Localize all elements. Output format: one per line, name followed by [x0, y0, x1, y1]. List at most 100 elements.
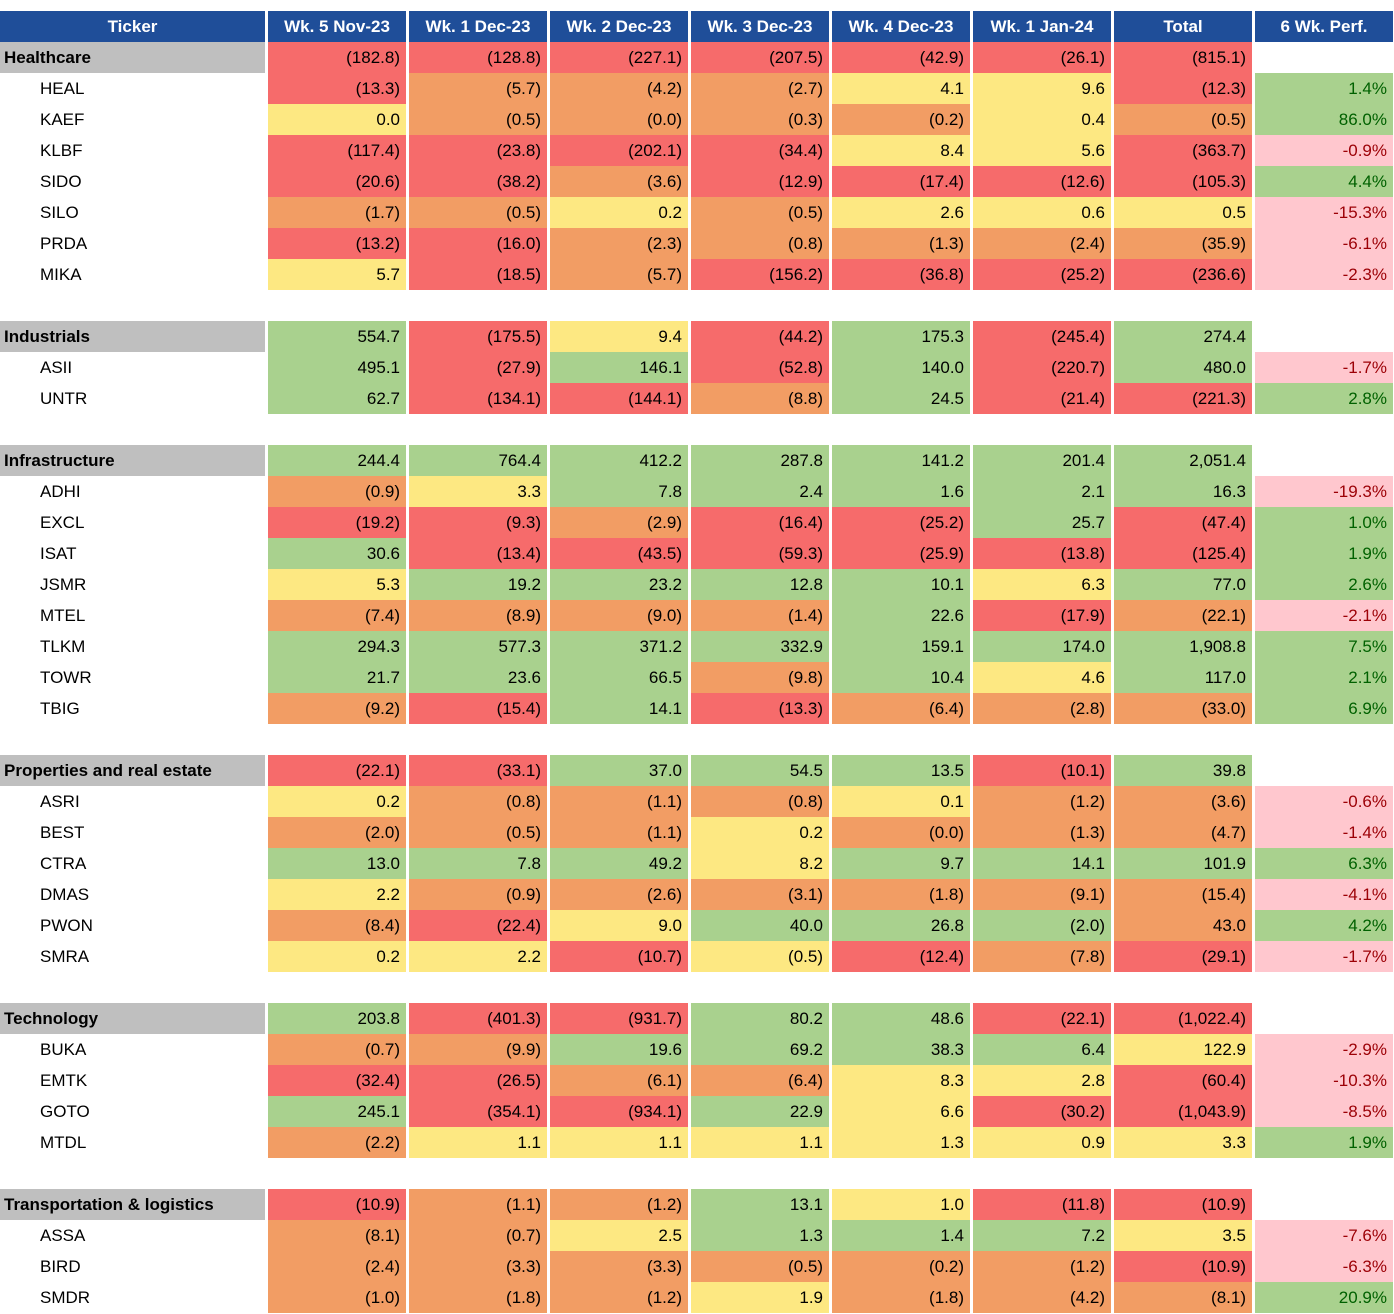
sector-value: (1.1) — [409, 1189, 547, 1220]
ticker-value: 1.1 — [691, 1127, 829, 1158]
ticker-name: PRDA — [0, 228, 265, 259]
empty-cell — [1255, 755, 1393, 786]
sector-value: 9.4 — [550, 321, 688, 352]
sector-name: Properties and real estate — [0, 755, 265, 786]
ticker-value: (0.8) — [691, 786, 829, 817]
ticker-value: 174.0 — [973, 631, 1111, 662]
header-cell: Wk. 4 Dec-23 — [832, 11, 970, 42]
sector-value: 141.2 — [832, 445, 970, 476]
spacer-row — [0, 290, 1394, 321]
sector-value: 175.3 — [832, 321, 970, 352]
ticker-value: (2.8) — [973, 693, 1111, 724]
ticker-value: (13.3) — [691, 693, 829, 724]
ticker-value: 1.1 — [409, 1127, 547, 1158]
ticker-value: 13.0 — [268, 848, 406, 879]
ticker-value: (3.3) — [409, 1251, 547, 1282]
ticker-value: (156.2) — [691, 259, 829, 290]
ticker-value: (221.3) — [1114, 383, 1252, 414]
ticker-value: 7.8 — [409, 848, 547, 879]
ticker-value: 0.2 — [691, 817, 829, 848]
ticker-value: 12.8 — [691, 569, 829, 600]
ticker-value: (1.8) — [409, 1282, 547, 1313]
ticker-value: (13.2) — [268, 228, 406, 259]
ticker-value: (25.2) — [832, 507, 970, 538]
ticker-value: (10.7) — [550, 941, 688, 972]
sector-row: Transportation & logistics(10.9)(1.1)(1.… — [0, 1189, 1394, 1220]
perf-value: 1.9% — [1255, 538, 1393, 569]
ticker-value: (2.7) — [691, 73, 829, 104]
ticker-value: 4.6 — [973, 662, 1111, 693]
perf-value: -6.1% — [1255, 228, 1393, 259]
sector-value: (1,022.4) — [1114, 1003, 1252, 1034]
perf-value: -4.1% — [1255, 879, 1393, 910]
ticker-name: ISAT — [0, 538, 265, 569]
ticker-value: 2.4 — [691, 476, 829, 507]
ticker-value: (202.1) — [550, 135, 688, 166]
ticker-value: 0.9 — [973, 1127, 1111, 1158]
ticker-value: (35.9) — [1114, 228, 1252, 259]
ticker-value: (59.3) — [691, 538, 829, 569]
ticker-row: EXCL(19.2)(9.3)(2.9)(16.4)(25.2)25.7(47.… — [0, 507, 1394, 538]
ticker-value: 7.2 — [973, 1220, 1111, 1251]
ticker-value: 2.2 — [409, 941, 547, 972]
ticker-value: (30.2) — [973, 1096, 1111, 1127]
ticker-value: (25.2) — [973, 259, 1111, 290]
ticker-value: 9.0 — [550, 910, 688, 941]
perf-value: -0.6% — [1255, 786, 1393, 817]
ticker-value: 1.9 — [691, 1282, 829, 1313]
ticker-value: 69.2 — [691, 1034, 829, 1065]
perf-value: -2.3% — [1255, 259, 1393, 290]
ticker-value: (13.8) — [973, 538, 1111, 569]
ticker-value: (29.1) — [1114, 941, 1252, 972]
ticker-value: 1.3 — [832, 1127, 970, 1158]
empty-cell — [1255, 1189, 1393, 1220]
sector-value: (227.1) — [550, 42, 688, 73]
ticker-value: (60.4) — [1114, 1065, 1252, 1096]
ticker-value: (27.9) — [409, 352, 547, 383]
ticker-value: (0.9) — [409, 879, 547, 910]
perf-value: 2.1% — [1255, 662, 1393, 693]
ticker-value: 146.1 — [550, 352, 688, 383]
sector-value: (207.5) — [691, 42, 829, 73]
ticker-value: (0.5) — [409, 197, 547, 228]
ticker-value: (105.3) — [1114, 166, 1252, 197]
ticker-value: (12.3) — [1114, 73, 1252, 104]
ticker-value: (363.7) — [1114, 135, 1252, 166]
ticker-row: PRDA(13.2)(16.0)(2.3)(0.8)(1.3)(2.4)(35.… — [0, 228, 1394, 259]
sector-value: (128.8) — [409, 42, 547, 73]
sector-value: (10.9) — [1114, 1189, 1252, 1220]
perf-value: -0.9% — [1255, 135, 1393, 166]
ticker-value: (12.4) — [832, 941, 970, 972]
sector-value: (182.8) — [268, 42, 406, 73]
sector-value: (10.1) — [973, 755, 1111, 786]
ticker-value: (117.4) — [268, 135, 406, 166]
sector-value: 39.8 — [1114, 755, 1252, 786]
ticker-value: (3.6) — [1114, 786, 1252, 817]
perf-value: -7.6% — [1255, 1220, 1393, 1251]
ticker-value: (7.8) — [973, 941, 1111, 972]
ticker-value: 9.6 — [973, 73, 1111, 104]
sector-value: 203.8 — [268, 1003, 406, 1034]
ticker-value: (4.2) — [550, 73, 688, 104]
ticker-value: 14.1 — [973, 848, 1111, 879]
ticker-name: BEST — [0, 817, 265, 848]
ticker-value: (22.1) — [1114, 600, 1252, 631]
perf-value: -1.4% — [1255, 817, 1393, 848]
sector-value: (22.1) — [268, 755, 406, 786]
sector-value: 412.2 — [550, 445, 688, 476]
perf-value: 20.9% — [1255, 1282, 1393, 1313]
